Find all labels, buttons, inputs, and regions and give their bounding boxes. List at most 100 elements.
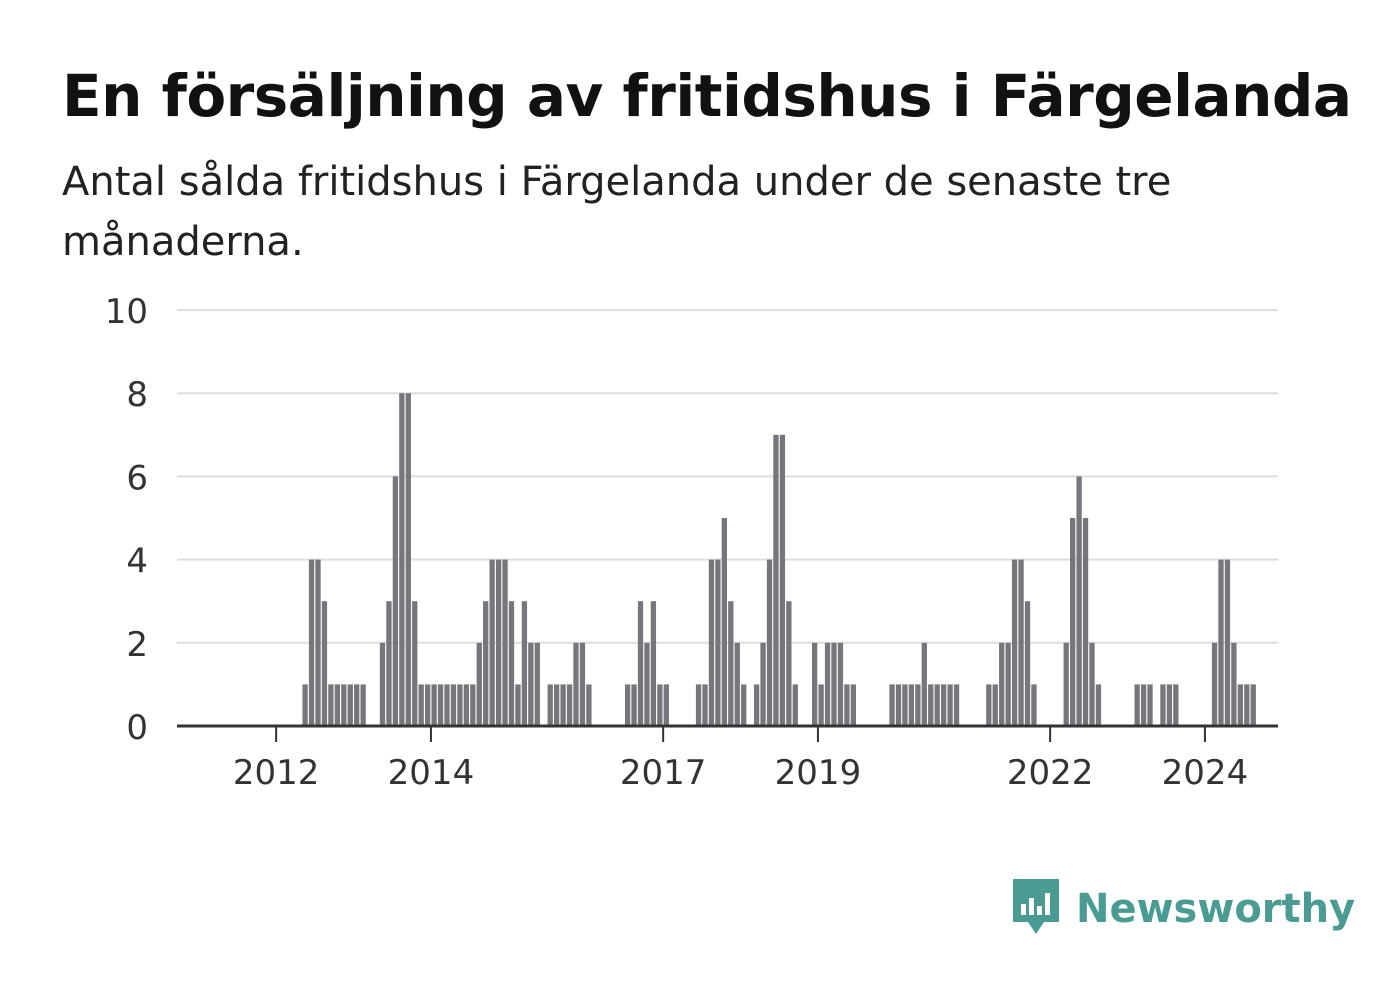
bar	[1218, 559, 1224, 726]
bar	[328, 684, 334, 726]
bar	[637, 601, 644, 726]
bar	[315, 559, 321, 726]
bar	[818, 684, 824, 726]
bar	[928, 684, 934, 726]
bar	[934, 684, 940, 726]
bar	[1237, 684, 1243, 726]
bar	[476, 642, 482, 726]
bar	[1063, 642, 1069, 726]
bar	[528, 642, 534, 726]
chart-title: En försäljning av fritidshus i Färgeland…	[62, 62, 1352, 130]
bar	[573, 642, 579, 726]
bar	[702, 684, 708, 726]
x-tick-label: 2022	[1007, 753, 1094, 793]
bar	[786, 601, 792, 726]
y-tick-label: 0	[126, 708, 148, 748]
bar	[734, 642, 740, 726]
bar	[386, 601, 392, 726]
bar	[347, 684, 353, 726]
bar	[495, 559, 502, 726]
bar	[1024, 601, 1031, 726]
bar	[721, 518, 727, 726]
bar	[663, 684, 669, 726]
bar	[1140, 684, 1147, 726]
y-tick-label: 6	[126, 458, 148, 498]
bar	[418, 684, 424, 726]
bar	[1134, 684, 1140, 726]
bar	[986, 684, 992, 726]
bar	[437, 684, 444, 726]
bar	[908, 684, 915, 726]
x-tick-label: 2024	[1162, 753, 1249, 793]
bar	[941, 684, 947, 726]
bar	[992, 684, 998, 726]
bar	[457, 684, 463, 726]
bar	[508, 601, 515, 726]
bar	[650, 601, 657, 726]
bar	[463, 684, 469, 726]
bar	[302, 684, 308, 726]
bar	[624, 684, 631, 726]
bar	[534, 642, 540, 726]
bar	[850, 684, 856, 726]
y-tick-label: 2	[126, 625, 148, 665]
y-tick-label: 8	[126, 375, 148, 415]
bar	[657, 684, 663, 726]
bar	[1173, 684, 1179, 726]
x-axis-ticks: 2012 2014 2017 2019 2022 2024	[233, 726, 1248, 793]
bar	[360, 684, 366, 726]
bar	[1089, 642, 1095, 726]
gridlines	[177, 309, 1278, 644]
bar	[399, 393, 405, 726]
bar	[708, 559, 715, 726]
bar	[1147, 684, 1153, 726]
bar	[1031, 684, 1037, 726]
bar	[392, 476, 399, 726]
bar	[405, 393, 411, 726]
bar	[844, 684, 850, 726]
bar	[515, 684, 521, 726]
brand-name: Newsworthy	[1076, 886, 1356, 932]
bar	[1070, 518, 1076, 726]
bar	[953, 684, 960, 726]
x-tick-label: 2019	[775, 753, 862, 793]
latest-value-label: 1	[1268, 0, 1290, 9]
bar	[728, 601, 734, 726]
bar	[902, 684, 908, 726]
bar	[812, 642, 818, 726]
bar	[1166, 684, 1173, 726]
bar	[1160, 684, 1166, 726]
bar	[644, 642, 650, 726]
bar	[695, 684, 702, 726]
bar	[631, 684, 637, 726]
bar	[521, 601, 528, 726]
bar	[579, 642, 586, 726]
bar	[921, 642, 927, 726]
bar	[354, 684, 360, 726]
y-tick-label: 4	[126, 542, 148, 582]
bar	[753, 684, 760, 726]
bar	[715, 559, 721, 726]
bar	[554, 684, 560, 726]
bar	[1224, 559, 1231, 726]
bar	[1250, 684, 1256, 726]
chart-subtitle: Antal sålda fritidshus i Färgelanda unde…	[62, 159, 1172, 265]
bar	[766, 559, 773, 726]
bar	[412, 601, 418, 726]
bar	[824, 642, 831, 726]
bar	[470, 684, 476, 726]
bar	[489, 559, 495, 726]
bar	[547, 684, 553, 726]
bar	[1076, 476, 1082, 726]
bar	[1231, 642, 1237, 726]
bar	[915, 684, 921, 726]
bar	[321, 601, 328, 726]
bar	[560, 684, 566, 726]
bar	[773, 434, 779, 726]
bar	[450, 684, 457, 726]
bar	[837, 642, 844, 726]
bar	[792, 684, 798, 726]
bar	[1244, 684, 1250, 726]
bar	[741, 684, 747, 726]
